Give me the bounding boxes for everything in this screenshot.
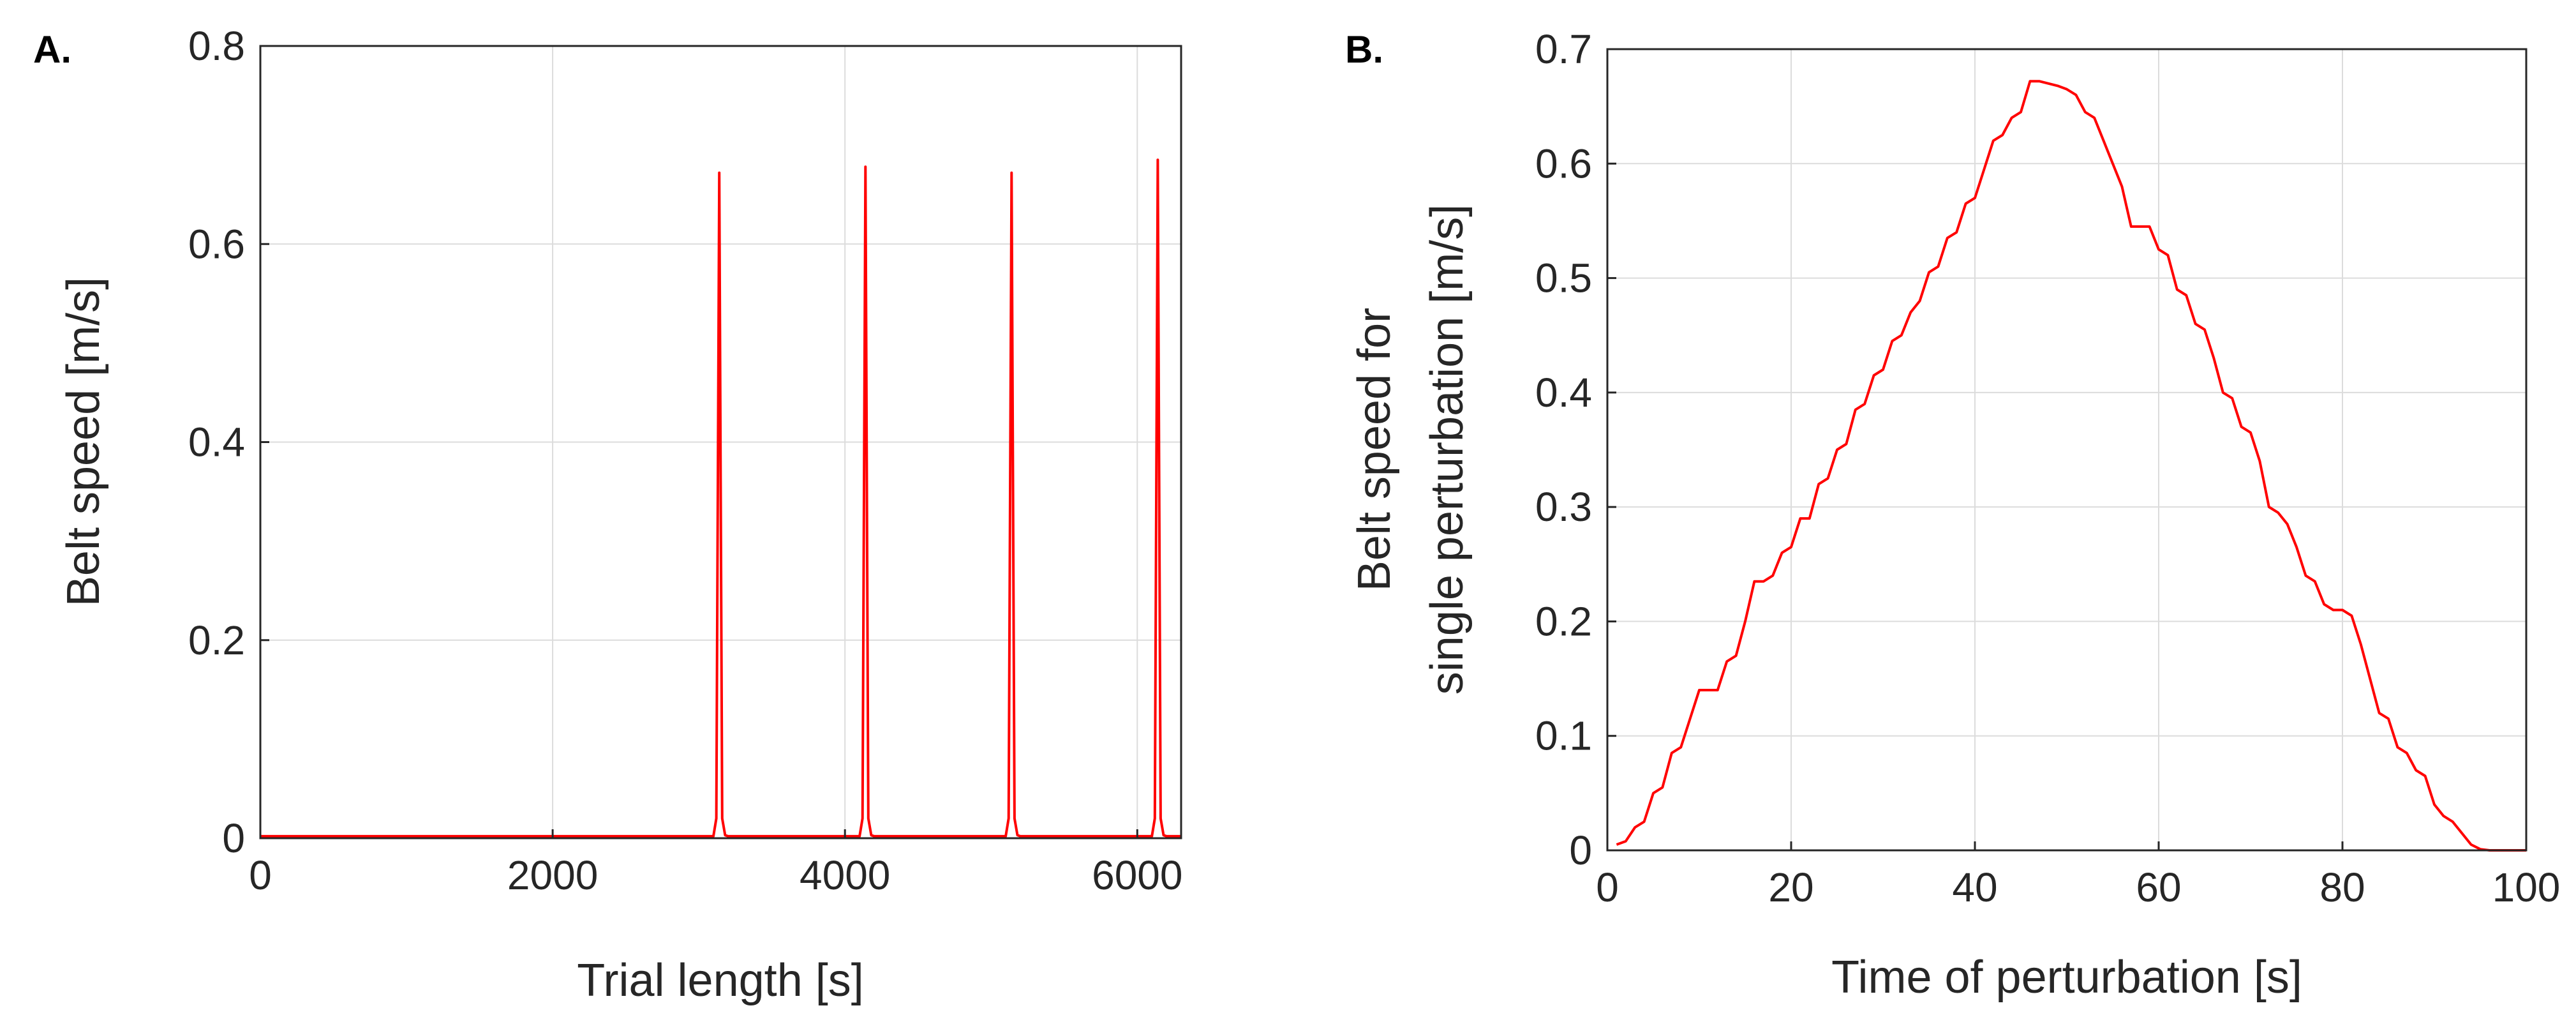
panel-b-y-tick-label: 0.4 (1535, 370, 1592, 416)
panel-b-y-tick-label: 0 (1569, 827, 1592, 873)
panel-a-ylabel: Belt speed [m/s] (58, 277, 109, 606)
panel-b-xlabel: Time of perturbation [s] (1831, 952, 2302, 1003)
panel-a-tick-labels: 0 2000 4000 6000 0 0.2 0.4 0.6 0.8 (188, 23, 1182, 898)
panel-a-x-tick-label: 4000 (800, 852, 890, 898)
panel-b-y-tick-label: 0.5 (1535, 255, 1592, 301)
panel-a-x-tick-label: 2000 (507, 852, 598, 898)
panel-b-x-tick-label: 40 (1952, 864, 1997, 910)
panel-a-y-tick-label: 0.6 (188, 221, 245, 267)
panel-b-y-tick-label: 0.6 (1535, 140, 1592, 186)
panel-b-label: B. (1345, 28, 1383, 71)
panel-b-x-tick-label: 20 (1768, 864, 1813, 910)
panel-b-series-line (1616, 80, 2526, 852)
panel-a-x-tick-label: 0 (249, 852, 272, 898)
panel-a-y-tick-label: 0 (222, 815, 245, 861)
panel-b-series (1616, 80, 2526, 852)
panel-a-xlabel: Trial length [s] (577, 955, 864, 1006)
panel-b-ylabel-line-2: single perturbation [m/s] (1422, 204, 1473, 695)
panel-b-x-tick-label: 0 (1596, 864, 1619, 910)
panel-a-series-line (260, 158, 1181, 838)
panel-a-series (260, 158, 1181, 838)
panel-a-label: A. (33, 28, 71, 71)
panel-b-y-tick-label: 0.7 (1535, 26, 1592, 72)
panel-b-x-tick-label: 100 (2492, 864, 2561, 910)
panel-b-ticks (1606, 48, 2528, 852)
panel-a: A. 0 2000 4000 6000 0 0.2 0.4 0.6 0.8 Trial leng… (33, 23, 1182, 1006)
panel-b-ylabel-line-1: Belt speed for (1349, 308, 1400, 591)
panel-b-axes-box (1606, 48, 2528, 852)
panel-b-y-tick-label: 0.2 (1535, 598, 1592, 644)
panel-a-ticks (259, 45, 1138, 839)
panel-b-tick-labels: 0 20 40 60 80 100 0 0.1 0.2 0.3 0.4 0.5 0.6 0.7 (1535, 26, 2560, 910)
panel-a-x-tick-label: 6000 (1092, 852, 1182, 898)
panel-b-grid (1607, 49, 2527, 851)
panel-a-y-tick-label: 0.2 (188, 617, 245, 663)
panel-a-y-tick-label: 0.4 (188, 419, 245, 465)
panel-b-y-tick-label: 0.3 (1535, 484, 1592, 530)
panel-a-y-tick-label: 0.8 (188, 23, 245, 69)
panel-b-x-tick-label: 60 (2136, 864, 2181, 910)
panel-b-x-tick-label: 80 (2319, 864, 2365, 910)
panel-b-y-tick-label: 0.1 (1535, 713, 1592, 759)
panel-b: B. 0 20 40 60 80 100 0 0.1 0.2 0.3 0.4 0.5 0.6 0.7 Ti… (1345, 26, 2560, 1003)
